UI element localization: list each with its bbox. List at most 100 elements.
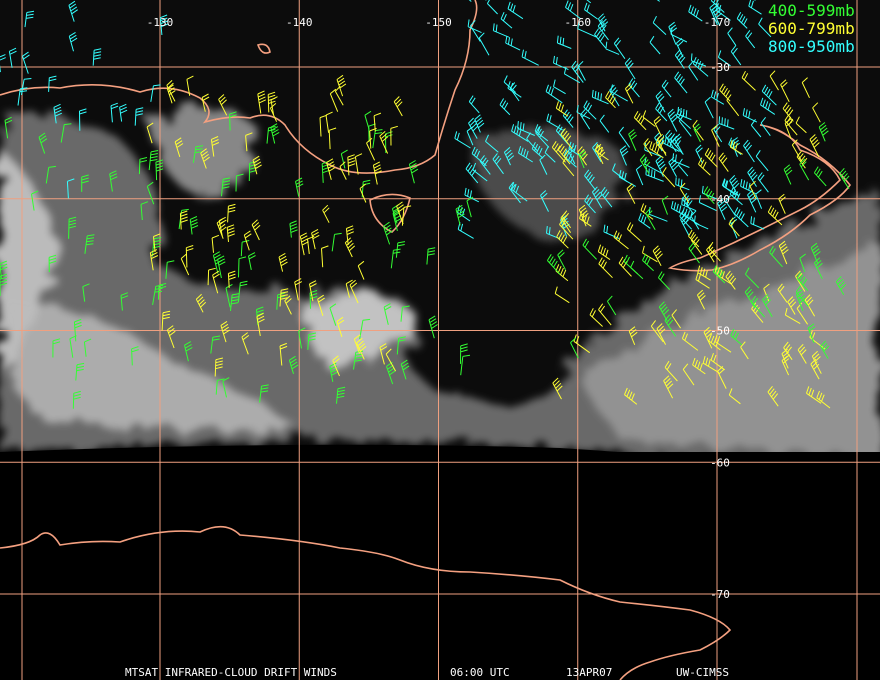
wind-barb bbox=[755, 150, 769, 172]
wind-barb bbox=[155, 159, 164, 181]
wind-barb bbox=[655, 102, 668, 122]
wind-barb bbox=[396, 201, 405, 225]
wind-barb bbox=[284, 295, 292, 315]
wind-barb bbox=[279, 342, 288, 366]
no-data-edge bbox=[0, 444, 880, 680]
wind-barb bbox=[690, 234, 703, 255]
wind-barb bbox=[466, 196, 474, 218]
wind-barb bbox=[710, 89, 725, 105]
wind-barb bbox=[704, 148, 718, 168]
wind-barb bbox=[138, 157, 148, 175]
wind-barb bbox=[526, 132, 539, 152]
wind-barb bbox=[383, 221, 393, 245]
wind-barb bbox=[693, 123, 701, 143]
wind-barb bbox=[386, 361, 396, 385]
wind-barb bbox=[688, 4, 703, 22]
coastlines bbox=[0, 0, 851, 680]
wind-barb bbox=[339, 161, 347, 180]
wind-barb bbox=[486, 0, 498, 15]
wind-barb bbox=[0, 260, 8, 279]
wind-barb bbox=[741, 70, 756, 91]
wind-barb bbox=[92, 48, 102, 66]
wind-barb bbox=[79, 108, 87, 131]
wind-barb bbox=[140, 201, 149, 221]
wind-barb bbox=[0, 54, 6, 73]
wind-barb bbox=[702, 355, 720, 374]
wind-barb bbox=[626, 222, 642, 242]
wind-barb bbox=[243, 230, 252, 251]
wind-barb bbox=[560, 128, 573, 150]
wind-barb bbox=[727, 27, 737, 46]
wind-barb bbox=[799, 253, 806, 273]
wind-barb bbox=[717, 198, 728, 220]
wind-barb bbox=[728, 217, 740, 237]
wind-barb bbox=[212, 251, 223, 274]
wind-barb bbox=[813, 257, 823, 280]
wind-barb bbox=[655, 90, 666, 113]
wind-barb bbox=[668, 21, 678, 45]
wind-barb bbox=[767, 385, 779, 407]
wind-barb bbox=[728, 388, 741, 405]
wind-barb bbox=[605, 90, 616, 109]
wind-barb bbox=[818, 122, 829, 142]
longitude-label: -130 bbox=[147, 16, 174, 29]
wind-barb bbox=[478, 32, 490, 56]
wind-barb bbox=[679, 182, 690, 204]
wind-barb bbox=[379, 343, 388, 365]
wind-barb bbox=[456, 205, 471, 222]
wind-barb bbox=[307, 235, 315, 254]
wind-barb bbox=[675, 177, 690, 191]
wind-barb bbox=[747, 189, 758, 213]
wind-barb bbox=[159, 14, 169, 36]
wind-barb bbox=[562, 109, 574, 128]
footer-text: UW-CIMSS bbox=[676, 666, 729, 679]
wind-barb bbox=[638, 213, 651, 229]
wind-barb bbox=[577, 60, 586, 81]
wind-barb bbox=[184, 341, 193, 362]
wind-barb bbox=[556, 35, 572, 49]
wind-barb bbox=[151, 237, 162, 257]
wind-barb bbox=[299, 232, 309, 256]
wind-barb bbox=[180, 253, 190, 276]
wind-barb bbox=[131, 346, 139, 366]
wind-barb bbox=[189, 216, 199, 235]
wind-barb bbox=[66, 178, 75, 199]
wind-barb bbox=[345, 279, 353, 298]
wind-barb bbox=[718, 116, 735, 130]
wind-barb bbox=[663, 375, 674, 399]
wind-barb bbox=[321, 245, 329, 268]
wind-barb bbox=[711, 124, 720, 147]
wind-barb bbox=[359, 318, 371, 340]
wind-barb bbox=[584, 169, 596, 191]
wind-barb bbox=[325, 111, 333, 133]
wind-barb bbox=[695, 144, 704, 164]
wind-barb bbox=[755, 189, 763, 209]
wind-barb bbox=[157, 283, 167, 300]
legend-entry: 400-599mb bbox=[768, 1, 855, 20]
wind-barb bbox=[545, 84, 563, 104]
wind-barb bbox=[599, 114, 610, 133]
wind-barb bbox=[562, 156, 575, 177]
wind-barb bbox=[664, 314, 677, 337]
latitude-label: -60 bbox=[710, 456, 730, 469]
wind-barb bbox=[390, 248, 401, 269]
wind-barb bbox=[722, 179, 739, 196]
wind-barb bbox=[649, 35, 661, 55]
wind-barb bbox=[624, 57, 636, 80]
wind-barb bbox=[577, 146, 588, 166]
wind-barb bbox=[309, 290, 318, 309]
wind-barb bbox=[624, 83, 634, 104]
wind-barb bbox=[736, 11, 748, 29]
wind-barb bbox=[769, 70, 779, 91]
wind-barb bbox=[518, 145, 533, 163]
wind-barb bbox=[73, 318, 82, 342]
wind-barb bbox=[146, 122, 154, 144]
wind-barb bbox=[471, 146, 487, 167]
wind-barb bbox=[119, 103, 128, 122]
wind-barb bbox=[594, 143, 609, 161]
wind-barb bbox=[227, 270, 236, 288]
wind-barb bbox=[469, 20, 481, 42]
wind-barb bbox=[186, 75, 194, 96]
wind-barb bbox=[591, 89, 609, 105]
wind-barb bbox=[328, 127, 337, 150]
